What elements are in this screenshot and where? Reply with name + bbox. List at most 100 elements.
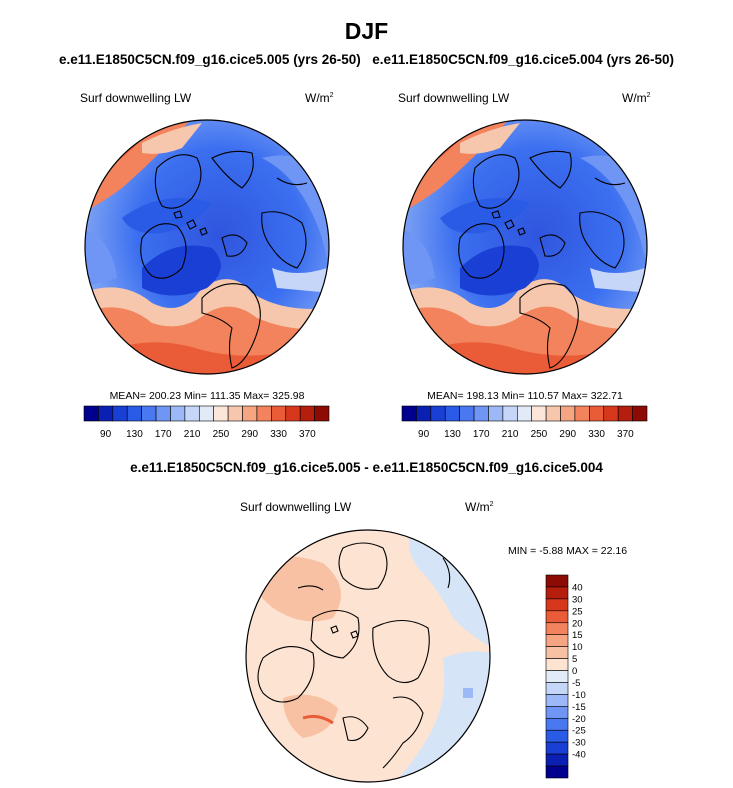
case-b-title: e.e11.E1850C5CN.f09_g16.cice5.004 (yrs 2… [372,52,674,67]
panel-b-colorbar-swatch [416,405,432,422]
diff-colorbar-swatch [545,741,569,755]
panel-b-field [403,120,647,374]
diff-colorbar-swatch [545,765,569,779]
panel-b-stats: MEAN= 198.13 Min= 110.57 Max= 322.71 [427,390,623,402]
panel-a-colorbar-swatch [299,405,315,422]
panel-a-colorbar-swatch [98,405,114,422]
diff-colorbar-swatch [545,658,569,671]
panel-a-colorbar-tick-label: 90 [100,429,112,440]
panel-a-colorbar: 90 130 170 210 250 290 330 370 [83,405,330,440]
panel-b-colorbar-swatch [444,405,460,422]
panel-a-colorbar-swatch [271,405,287,422]
diff-colorbar-swatch [545,574,569,588]
panel-b-colorbar-swatch [401,405,417,422]
diff-colorbar-tick-label: -30 [572,738,586,749]
panel-b-colorbar-swatch [502,405,518,422]
panel-b-colorbar-swatch [459,405,475,422]
diff-stats: MIN = -5.88 MAX = 22.16 [508,545,628,557]
panel-a-variable-label: Surf downwelling LW [80,91,192,105]
panel-a-stats: MEAN= 200.23 Min= 111.35 Max= 325.98 [109,390,305,402]
diff-polar-map [245,529,491,783]
panel-b-colorbar-swatch [545,405,561,422]
panel-b-colorbar-swatch [488,405,504,422]
panel-b-colorbar-swatch [632,405,648,422]
diff-colorbar-tick-label: 30 [572,594,583,605]
season-title: DJF [344,18,389,44]
diff-colorbar-swatch [545,586,569,600]
panel-a-colorbar-swatch [184,405,200,422]
panel-b-colorbar-tick-label: 210 [502,429,519,440]
diff-field [246,530,490,782]
panel-a-polar-map [84,119,330,375]
diff-colorbar-tick-label: 40 [572,582,583,593]
diff-colorbar-tick-label: 15 [572,630,583,641]
diff-colorbar-swatch [545,598,569,612]
panel-a-colorbar-swatch [170,405,186,422]
diff-colorbar-swatch [545,622,569,636]
panel-b-colorbar-tick-label: 290 [559,429,576,440]
panel-a-colorbar-swatch [213,405,229,422]
diff-colorbar-tick-label: 25 [572,606,583,617]
panel-a-colorbar-swatch [83,405,99,422]
panel-a-colorbar-tick-label: 370 [299,429,316,440]
panel-b-colorbar-swatch [589,405,605,422]
panel-b-colorbar-swatch [560,405,576,422]
panel-a-colorbar-swatch [314,405,330,422]
panel-b-colorbar: 90 130 170 210 250 290 330 370 [401,405,648,440]
panel-b-colorbar-swatch [617,405,633,422]
panel-a-colorbar-tick-label: 290 [241,429,258,440]
panel-b-colorbar-tick-label: 170 [473,429,490,440]
panel-a-colorbar-tick-label: 210 [184,429,201,440]
panel-b-polar-map [402,119,648,375]
panel-a-colorbar-swatch [155,405,171,422]
panel-a-units: W/m2 [305,91,334,105]
panel-b-coastlines [458,150,626,369]
panel-a-coastlines [140,150,308,369]
panel-a-border [84,119,330,375]
diff-colorbar-tick-label: -25 [572,726,586,737]
panel-a-colorbar-swatch [126,405,142,422]
panel-a-colorbar-swatch [141,405,157,422]
diff-colorbar-swatch [545,717,569,731]
diff-colorbar-tick-label: -5 [572,678,580,689]
panel-b-variable-label: Surf downwelling LW [398,91,510,105]
panel-a-colorbar-swatch [227,405,243,422]
diff-colorbar-swatch [545,753,569,767]
panel-a-colorbar-swatch [112,405,128,422]
panel-a-colorbar-tick-label: 130 [126,429,143,440]
diff-variable-label: Surf downwelling LW [240,500,352,514]
panel-a-colorbar-tick-label: 330 [270,429,287,440]
diff-colorbar-tick-label: 0 [572,666,577,677]
panel-a-colorbar-swatch [242,405,258,422]
diff-colorbar-tick-label: -15 [572,702,586,713]
diff-colorbar-tick-label: 10 [572,642,583,653]
diff-colorbar-tick-label: -10 [572,690,586,701]
panel-b-colorbar-tick-label: 330 [588,429,605,440]
panel-b-colorbar-tick-label: 250 [531,429,548,440]
case-a-title: e.e11.E1850C5CN.f09_g16.cice5.005 (yrs 2… [59,52,361,67]
panel-a-colorbar-swatch [256,405,272,422]
diff-colorbar-tick-label: -20 [572,714,586,725]
diff-units: W/m2 [465,500,494,514]
panel-a-colorbar-tick-label: 250 [213,429,230,440]
panel-a-colorbar-swatch [198,405,215,422]
panel-b-colorbar-tick-label: 370 [617,429,634,440]
panel-b-border [402,119,648,375]
diff-colorbar-tick-label: 5 [572,654,577,665]
diff-colorbar-swatch [545,610,569,624]
panel-b-colorbar-swatch [574,405,590,422]
diff-border [245,529,491,783]
panel-b-colorbar-swatch [430,405,446,422]
diff-colorbar-swatch [545,729,569,743]
difference-title: e.e11.E1850C5CN.f09_g16.cice5.005 - e.e1… [130,460,603,475]
case-titles: e.e11.E1850C5CN.f09_g16.cice5.005 (yrs 2… [0,52,733,67]
panel-b-colorbar-tick-label: 90 [418,429,430,440]
diff-colorbar-swatch [545,682,569,695]
panel-b-colorbar-tick-label: 130 [444,429,461,440]
panel-b-units: W/m2 [622,91,651,105]
diff-colorbar-tick-label: 20 [572,618,583,629]
panel-b-colorbar-swatch [473,405,489,422]
diff-coastlines [257,542,451,769]
diff-colorbar-swatch [545,694,569,707]
